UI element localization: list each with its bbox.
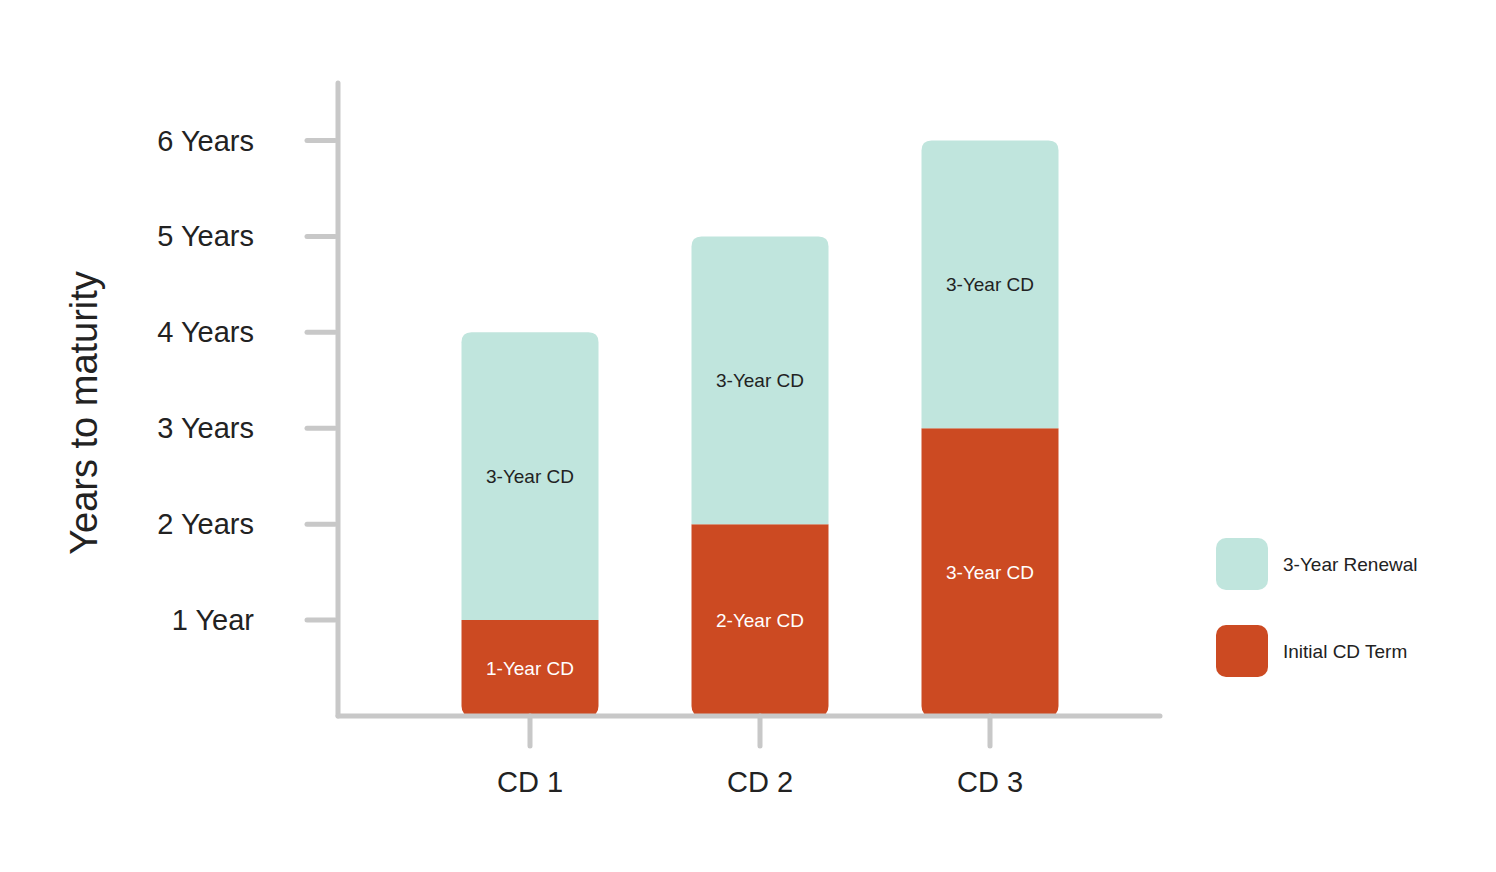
page: {"chart_data": {"type": "bar", "y_label"… [0, 0, 1496, 872]
data-label: 3-Year CD [946, 562, 1034, 583]
data-label: 1-Year CD [486, 658, 574, 679]
y-tick [307, 618, 335, 623]
x-tick [528, 716, 533, 746]
y-axis-line [336, 83, 341, 716]
y-tick-label: 4 Years [157, 316, 254, 348]
bar-segment [922, 141, 1059, 429]
x-tick-label: CD 1 [497, 766, 563, 798]
legend-label: 3-Year Renewal [1283, 554, 1418, 575]
x-tick-label: CD 2 [727, 766, 793, 798]
bar-segment [462, 332, 599, 620]
data-label: 3-Year CD [946, 274, 1034, 295]
data-label: 3-Year CD [486, 466, 574, 487]
data-label: 3-Year CD [716, 370, 804, 391]
legend-label: Initial CD Term [1283, 641, 1407, 662]
y-tick-label: 6 Years [157, 125, 254, 157]
data-labels: 1-Year CD 3-Year CD 2-Year CD 3-Year CD 3-Ye… [486, 274, 1034, 679]
y-tick [307, 522, 335, 527]
y-tick-label: 2 Years [157, 508, 254, 540]
data-label: 2-Year CD [716, 610, 804, 631]
y-tick [307, 426, 335, 431]
y-tick-label: 3 Years [157, 412, 254, 444]
y-tick-label: 1 Year [172, 604, 255, 636]
x-tick [988, 716, 993, 746]
bar-segment [922, 428, 1059, 716]
y-axis-title: Years to maturity [63, 271, 105, 555]
bar-segment [692, 236, 829, 524]
bar-segment [462, 620, 599, 716]
legend-swatch [1216, 625, 1268, 677]
x-tick-label: CD 3 [957, 766, 1023, 798]
legend-swatch [1216, 538, 1268, 590]
x-axis-line [338, 714, 1160, 719]
y-tick [307, 138, 335, 143]
chart-svg: 1 Year 2 Years 3 Years 4 Years 5 Years 6 Year… [0, 0, 1496, 872]
legend: 3-Year Renewal Initial CD Term [1216, 538, 1418, 677]
bars [462, 141, 1059, 716]
y-tick-label: 5 Years [157, 220, 254, 252]
y-tick [307, 330, 335, 335]
y-tick [307, 234, 335, 239]
bar-segment [692, 524, 829, 716]
x-tick [758, 716, 763, 746]
chart-container: 1 Year 2 Years 3 Years 4 Years 5 Years 6 Year… [0, 0, 1496, 872]
